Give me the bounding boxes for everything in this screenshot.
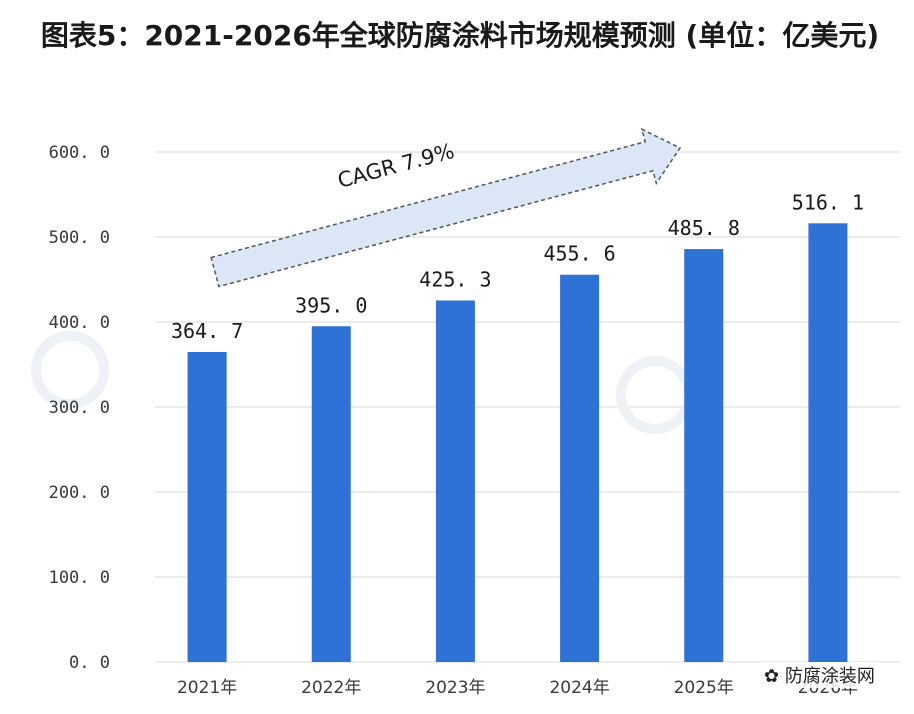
chart-title: 图表5：2021-2026年全球防腐涂料市场规模预测 (单位：亿美元) [40, 19, 880, 52]
watermark-logo-right [616, 356, 694, 434]
wechat-icon: ✿ [764, 666, 780, 687]
credit-label: ✿ 防腐涂装网 [760, 662, 879, 688]
data-label: 516. 1 [792, 190, 864, 214]
x-tick-label: 2022年 [301, 678, 361, 698]
data-label: 425. 3 [419, 267, 491, 291]
bar [187, 352, 227, 662]
x-tick-label: 2023年 [425, 678, 485, 698]
data-label: 455. 6 [543, 242, 615, 266]
cagr-annotation: CAGR 7.9% [335, 139, 457, 193]
y-tick-label: 200. 0 [49, 483, 110, 503]
credit-text: 防腐涂装网 [784, 666, 875, 687]
bar [808, 223, 848, 662]
labels-layer: 0. 0 100. 0 200. 0 300. 0 400. 0 500. 0 600. 0… [49, 143, 864, 698]
data-label: 364. 7 [171, 319, 243, 343]
y-tick-label: 300. 0 [49, 398, 110, 418]
cagr-arrow-shape [210, 127, 682, 288]
data-label: 485. 8 [668, 216, 740, 240]
y-tick-label: 100. 0 [49, 568, 110, 588]
y-tick-label: 600. 0 [49, 143, 110, 163]
bars-layer [187, 223, 848, 662]
watermark-logo-left [31, 331, 109, 409]
bar [435, 300, 475, 662]
bar [684, 249, 724, 662]
data-label: 395. 0 [295, 293, 367, 317]
x-tick-label: 2024年 [549, 678, 609, 698]
x-tick-label: 2021年 [177, 678, 237, 698]
y-tick-label: 400. 0 [49, 313, 110, 333]
bar [560, 274, 600, 662]
x-tick-label: 2025年 [674, 678, 734, 698]
grid-layer [155, 151, 900, 663]
y-tick-label: 500. 0 [49, 228, 110, 248]
y-tick-label: 0. 0 [69, 653, 110, 673]
bar [311, 326, 351, 662]
